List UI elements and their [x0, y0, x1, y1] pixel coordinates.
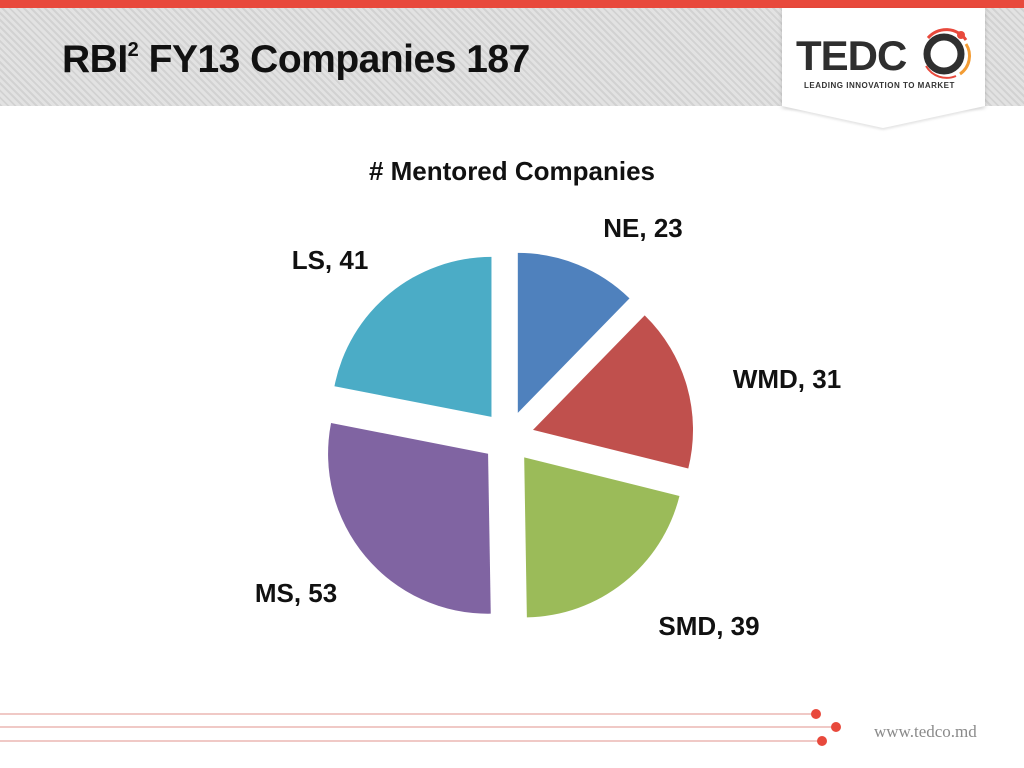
logo-wordmark: TEDC: [796, 32, 907, 79]
data-label-ms: MS, 53: [255, 578, 337, 608]
slide-title-rest: FY13 Companies 187: [138, 38, 531, 81]
slide-title-main: RBI: [62, 38, 128, 81]
pie-slice-ms: [328, 422, 491, 614]
logo-swirl-icon: [923, 28, 971, 79]
slide-title-superscript: 2: [127, 39, 139, 61]
pie-slice-ls: [334, 256, 492, 417]
logo-tagline: LEADING INNOVATION TO MARKET: [804, 81, 955, 90]
data-label-ls: LS, 41: [292, 245, 369, 275]
top-accent-bar: [0, 0, 1024, 8]
footer-url: www.tedco.md: [874, 722, 977, 741]
logo-card: TEDC LEADING INNOVATION TO MARKET: [782, 8, 985, 106]
chart-title: # Mentored Companies: [368, 156, 656, 186]
footer-decoration: [0, 709, 841, 746]
slide-title: RBI2 FY13 Companies 187: [62, 38, 530, 82]
pie-slice-wmd: [533, 315, 694, 469]
data-label-ne: NE, 23: [603, 213, 683, 243]
data-label-wmd: WMD, 31: [733, 364, 841, 394]
data-label-smd: SMD, 39: [658, 611, 759, 641]
pie-slice-ne: [517, 252, 630, 413]
pie-slice-smd: [524, 457, 680, 618]
